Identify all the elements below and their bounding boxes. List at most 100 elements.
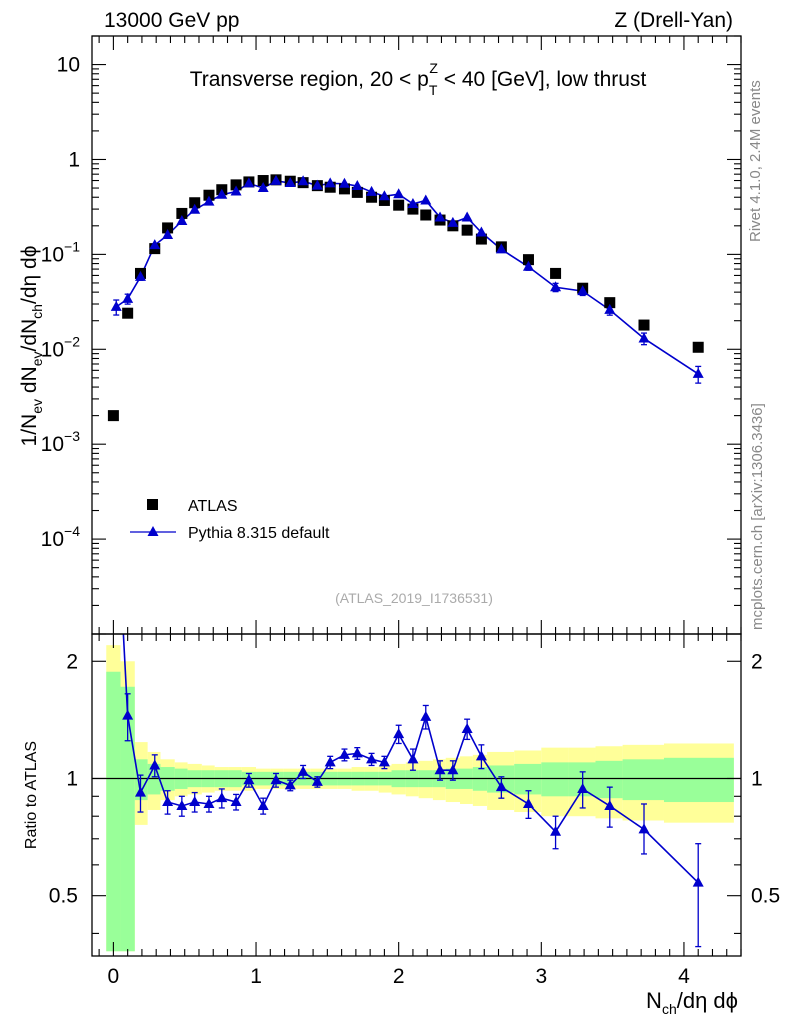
legend-atlas-marker [147,499,158,510]
chart-title-before: Transverse region, 20 < p [190,68,429,91]
ratio-point [324,756,336,767]
chart-title-after: < 40 [GeV], low thrust [438,68,647,91]
ratio-plot-frame [91,633,742,957]
x-tick-label: 1 [250,965,262,988]
mc-data-point [110,300,122,311]
mc-data-point [407,197,419,208]
ratio-y-tick-label-right: 1 [751,767,763,790]
mc-data-point [270,174,282,185]
ratio-y-tick-label-right: 2 [751,650,763,673]
x-axis-label-main: N [646,988,662,1013]
atlas-data-point [475,233,487,245]
mc-data-point [338,177,350,188]
mc-data-point [495,243,507,254]
y-tick-label: 10−4 [41,523,81,551]
chart-title-sup: Z [429,60,438,76]
ratio-point [420,710,432,721]
x-axis-label: Nch/dη dϕ [646,988,738,1017]
ratio-point [407,753,419,764]
x-tick-label: 2 [393,965,405,988]
y-tick-label: 10−1 [41,238,81,266]
ratio-point [257,799,269,810]
mc-data-point [475,226,487,237]
ratio-point [550,825,562,836]
mc-data-point [366,185,378,196]
ratio-y-tick-label-left: 2 [66,650,78,673]
mc-data-point [461,211,473,222]
ratio-band-inner [514,763,542,795]
mc-data-point [638,332,650,343]
ratio-point [216,792,228,803]
ratio-point [475,750,487,761]
ratio-point [176,799,188,810]
mc-data-point [189,203,201,214]
ratio-point [189,796,201,807]
y-axis-label: 1/Nev dNev/dNch/dη dϕ [18,246,45,447]
ratio-point [284,779,296,790]
ratio-point [134,786,146,797]
ratio-point [495,781,507,792]
x-axis-label-sub: ch [662,1001,677,1017]
mc-data-point [122,292,134,303]
atlas-data-point [692,341,704,353]
atlas-data-point [162,222,174,234]
ratio-point [270,774,282,785]
mc-data-point [149,239,161,250]
ratio-y-tick-label-right: 0.5 [751,885,780,908]
atlas-data-point [203,189,215,201]
ratio-point [203,797,215,808]
mc-data-point [162,229,174,240]
atlas-data-point [351,186,363,198]
atlas-data-point [338,183,350,195]
ratio-band-inner [106,671,121,952]
mc-data-point [243,177,255,188]
mc-data-point [351,180,363,191]
mc-data-point [522,260,534,271]
atlas-data-point [122,307,134,319]
ratio-point [230,796,242,807]
atlas-data-point [550,267,562,279]
y-tick-label: 10−2 [41,333,81,361]
ratio-band-inner [663,757,734,803]
main-plot-area [107,174,704,422]
ratio-y-tick-label-left: 0.5 [49,885,78,908]
ratio-band-inner [622,759,664,801]
ratio-point [351,747,363,758]
mc-data-point [257,182,269,193]
ratio-point [297,765,309,776]
ratio-point [122,709,134,720]
ratio-band-inner [541,762,569,797]
mc-data-point [230,185,242,196]
atlas-data-point [366,191,378,203]
ratio-point [692,876,704,887]
ratio-point [338,748,350,759]
mc-data-point [311,179,323,190]
mc-data-point [216,188,228,199]
atlas-data-point [378,194,390,206]
ratio-point [638,823,650,834]
legend-pythia-label: Pythia 8.315 default [188,525,330,542]
x-tick-label: 4 [678,965,690,988]
y-tick-label: 1 [68,148,80,171]
mc-data-point [577,285,589,296]
ratio-point [378,756,390,767]
header-left: 13000 GeV pp [104,9,239,32]
ratio-point [604,799,616,810]
ratio-point [162,796,174,807]
legend: ATLAS Pythia 8.315 default [130,498,330,542]
atlas-data-point [176,207,188,219]
ratio-point [447,764,459,775]
mc-data-point [692,367,704,378]
ratio-y-axis-label: Ratio to ATLAS [23,741,40,849]
mc-data-point [378,190,390,201]
mc-data-point [420,194,432,205]
atlas-data-point [407,203,419,215]
mc-data-point [447,216,459,227]
chart-title-sub: T [429,82,438,98]
ratio-point [522,797,534,808]
mc-data-point [284,177,296,188]
chart-title: Transverse region, 20 < pTZ < 40 [GeV], … [190,60,647,98]
ratio-point [461,722,473,733]
mc-data-point [434,211,446,222]
